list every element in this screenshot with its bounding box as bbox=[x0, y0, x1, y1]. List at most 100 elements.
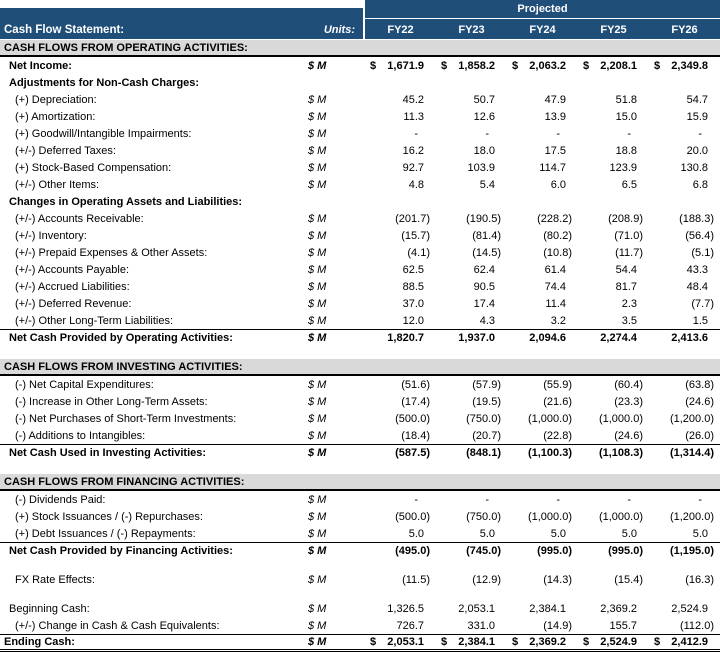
cell-value: 90.5 bbox=[473, 280, 495, 293]
row-label: (+/-) Other Long-Term Liabilities: bbox=[15, 314, 174, 327]
cell-fy26: $2,412.9 bbox=[649, 636, 720, 648]
cell-fy26: (188.3) bbox=[649, 213, 720, 225]
cell-fy23: 18.0 bbox=[436, 145, 507, 157]
cell-value: 11.3 bbox=[403, 110, 424, 123]
cell-fy23: (848.1) bbox=[436, 447, 507, 459]
cell-value: 4.3 bbox=[479, 314, 495, 327]
cell-value: 2,384.1 bbox=[458, 636, 495, 648]
cell-value: 5.0 bbox=[479, 527, 495, 540]
cell-value: 62.5 bbox=[402, 263, 424, 276]
cell-fy25: 18.8 bbox=[578, 145, 649, 157]
cell-fy22: $1,671.9 bbox=[365, 60, 436, 72]
cell-fy22: 11.3 bbox=[365, 111, 436, 123]
cell-value: - bbox=[414, 493, 418, 506]
column-header-fy23: FY23 bbox=[458, 24, 485, 36]
cell-value: - bbox=[698, 493, 702, 506]
cell-fy26: (5.1) bbox=[649, 247, 720, 259]
cell-value: (22.8) bbox=[543, 429, 572, 442]
cell-value: 81.7 bbox=[615, 280, 637, 293]
cell-value: (18.4) bbox=[401, 429, 430, 442]
cell-value: (56.4) bbox=[685, 229, 714, 242]
cell-value: 6.8 bbox=[692, 178, 708, 191]
cell-fy26: 48.4 bbox=[649, 281, 720, 293]
cell-value: 2,369.2 bbox=[600, 602, 637, 615]
cell-value: (190.5) bbox=[466, 212, 501, 225]
cell-value: (1,314.4) bbox=[669, 447, 714, 459]
cell-fy23: 12.6 bbox=[436, 111, 507, 123]
row-units: $ M bbox=[308, 246, 327, 259]
cell-value: (1,000.0) bbox=[527, 412, 572, 425]
cell-value: - bbox=[698, 127, 702, 140]
row-label: CASH FLOWS FROM OPERATING ACTIVITIES: bbox=[4, 41, 248, 54]
cell-value: - bbox=[556, 493, 560, 506]
cell-fy23: 90.5 bbox=[436, 281, 507, 293]
cell-value: (10.8) bbox=[543, 246, 572, 259]
table-row: (+/-) Change in Cash & Cash Equivalents:… bbox=[0, 617, 720, 634]
cell-value: 74.4 bbox=[544, 280, 566, 293]
cell-fy25: 2.3 bbox=[578, 298, 649, 310]
blank-row bbox=[0, 346, 720, 358]
row-units: $ M bbox=[308, 447, 327, 459]
cell-fy23: (14.5) bbox=[436, 247, 507, 259]
cell-value: 43.3 bbox=[686, 263, 708, 276]
units-column-header: Units: bbox=[323, 24, 355, 36]
cell-value: - bbox=[627, 493, 631, 506]
cell-fy25: (24.6) bbox=[578, 430, 649, 442]
row-units: $ M bbox=[308, 378, 327, 391]
cell-fy23: 2,053.1 bbox=[436, 603, 507, 615]
cell-fy24: - bbox=[507, 494, 578, 506]
row-units: $ M bbox=[308, 110, 327, 123]
row-label: (+) Amortization: bbox=[15, 110, 96, 123]
cell-value: 88.5 bbox=[402, 280, 424, 293]
cell-value: 3.5 bbox=[621, 314, 637, 327]
cell-value: 5.0 bbox=[692, 527, 708, 540]
cell-value: 17.4 bbox=[473, 297, 495, 310]
cell-value: 2,349.8 bbox=[671, 59, 708, 72]
cell-value: 47.9 bbox=[544, 93, 566, 106]
cell-fy23: (750.0) bbox=[436, 511, 507, 523]
cell-fy24: (995.0) bbox=[507, 545, 578, 557]
cell-fy25: (71.0) bbox=[578, 230, 649, 242]
cell-value: 331.0 bbox=[467, 619, 495, 632]
cell-fy26: - bbox=[649, 128, 720, 140]
projected-band-label: Projected bbox=[365, 0, 720, 19]
cell-value: 2,524.9 bbox=[671, 602, 708, 615]
cell-value: 37.0 bbox=[402, 297, 424, 310]
cell-fy23: 5.0 bbox=[436, 528, 507, 540]
table-row: (-) Increase in Other Long-Term Assets: $… bbox=[0, 393, 720, 410]
cell-value: (587.5) bbox=[395, 447, 430, 459]
cell-value: (80.2) bbox=[543, 229, 572, 242]
cell-value: (57.9) bbox=[472, 378, 501, 391]
cell-value: 12.6 bbox=[473, 110, 495, 123]
cell-fy25: 5.0 bbox=[578, 528, 649, 540]
cell-value: (12.9) bbox=[472, 573, 501, 586]
header-left-block: Cash Flow Statement: Units: bbox=[0, 0, 365, 39]
cell-fy25: (1,000.0) bbox=[578, 511, 649, 523]
cell-value: 92.7 bbox=[402, 161, 424, 174]
cell-value: - bbox=[627, 127, 631, 140]
row-label: (+/-) Prepaid Expenses & Other Assets: bbox=[15, 246, 208, 259]
cell-fy22: 4.8 bbox=[365, 179, 436, 191]
table-row: (-) Dividends Paid: $ M - - - - - bbox=[0, 491, 720, 508]
cell-fy22: 1,820.7 bbox=[365, 332, 436, 344]
cell-fy22: (500.0) bbox=[365, 511, 436, 523]
table-row: (+) Depreciation: $ M 45.2 50.7 47.9 51.8 54.7 bbox=[0, 91, 720, 108]
row-label: Net Cash Provided by Operating Activitie… bbox=[9, 332, 233, 344]
table-row: Changes in Operating Assets and Liabilit… bbox=[0, 193, 720, 210]
cell-value: (208.9) bbox=[608, 212, 643, 225]
cell-fy22: 12.0 bbox=[365, 315, 436, 327]
row-label: (+/-) Change in Cash & Cash Equivalents: bbox=[15, 619, 220, 632]
cell-value: (201.7) bbox=[395, 212, 430, 225]
statement-body: CASH FLOWS FROM OPERATING ACTIVITIES: Net… bbox=[0, 39, 720, 652]
cell-fy26: (26.0) bbox=[649, 430, 720, 442]
cell-fy25: (60.4) bbox=[578, 379, 649, 391]
cell-fy22: 37.0 bbox=[365, 298, 436, 310]
row-label: (+/-) Accrued Liabilities: bbox=[15, 280, 130, 293]
cell-fy22: (587.5) bbox=[365, 447, 436, 459]
row-label: FX Rate Effects: bbox=[15, 573, 95, 586]
cell-fy24: 11.4 bbox=[507, 298, 578, 310]
cell-fy22: 726.7 bbox=[365, 620, 436, 632]
cell-fy26: 6.8 bbox=[649, 179, 720, 191]
dollar-sign: $ bbox=[370, 636, 377, 648]
cell-value: 15.9 bbox=[686, 110, 708, 123]
